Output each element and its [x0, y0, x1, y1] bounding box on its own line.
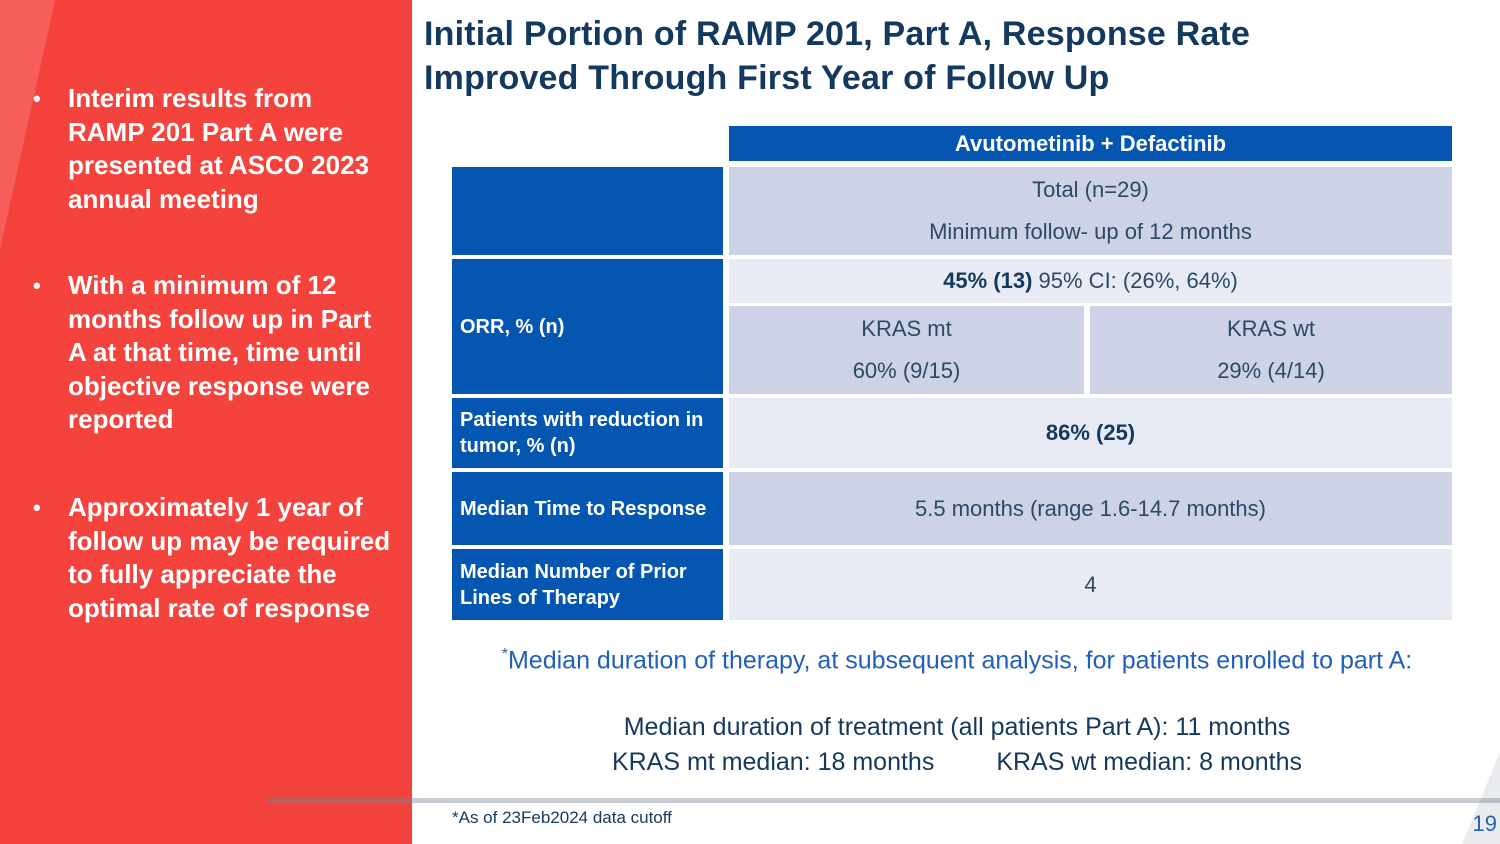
orr-total-cell: 45% (13) 95% CI: (26%, 64%): [729, 259, 1452, 303]
duration-all-note: Median duration of treatment (all patien…: [623, 713, 1291, 741]
kras-mt-label: KRAS mt: [861, 316, 952, 341]
bullet-marker: •: [33, 273, 41, 298]
reduction-value: 86% (25): [1045, 420, 1136, 445]
prior-lines-value-cell: 4: [729, 549, 1452, 620]
table-empty-label-cell: [452, 167, 723, 255]
kras-median-notes: KRAS mt median: 18 months KRAS wt median…: [452, 748, 1462, 777]
bullet-item: • With a minimum of 12 months follow up …: [33, 269, 393, 437]
bullet-text: With a minimum of 12 months follow up in…: [68, 270, 372, 434]
slide-title-line2: Improved Through First Year of Follow Up: [424, 59, 1110, 97]
total-line2: Minimum follow- up of 12 months: [929, 219, 1252, 244]
orr-total-value: 45% (13): [943, 268, 1033, 293]
median-duration-note: *Median duration of therapy, at subseque…: [452, 646, 1462, 675]
row-label-prior-lines: Median Number of Prior Lines of Therapy: [452, 549, 723, 620]
kras-mt-median-note: KRAS mt median: 18 months: [611, 748, 935, 776]
results-table: Avutometinib + Defactinib Total (n=29) M…: [452, 126, 1452, 620]
data-cutoff-note: *As of 23Feb2024 data cutoff: [452, 808, 672, 827]
bullet-text: Interim results from RAMP 201 Part A wer…: [68, 83, 370, 214]
median-time-value-cell: 5.5 months (range 1.6-14.7 months): [729, 472, 1452, 545]
orr-total-ci: 95% CI: (26%, 64%): [1032, 268, 1238, 293]
total-line1: Total (n=29): [1032, 177, 1149, 202]
kras-wt-value: 29% (4/14): [1217, 358, 1325, 383]
kras-wt-cell: KRAS wt 29% (4/14): [1090, 306, 1452, 394]
kras-mt-value: 60% (9/15): [852, 358, 961, 383]
divider-line: [267, 798, 1500, 803]
slide-title-line1: Initial Portion of RAMP 201, Part A, Res…: [424, 15, 1251, 53]
bullet-text: Approximately 1 year of follow up may be…: [68, 492, 391, 623]
kras-wt-median-note: KRAS wt median: 8 months: [996, 748, 1303, 776]
total-cell: Total (n=29) Minimum follow- up of 12 mo…: [729, 167, 1452, 255]
bullet-marker: •: [33, 86, 41, 111]
row-label-orr: ORR, % (n): [452, 259, 723, 394]
bullet-item: • Interim results from RAMP 201 Part A w…: [33, 82, 393, 216]
row-label-median-time: Median Time to Response: [452, 472, 723, 545]
footnote-asterisk: *: [501, 646, 508, 663]
reduction-value-cell: 86% (25): [729, 398, 1452, 468]
bullet-marker: •: [33, 495, 41, 520]
page-number: 19: [1472, 811, 1497, 836]
red-sidebar: • Interim results from RAMP 201 Part A w…: [0, 0, 412, 844]
slide-title: Initial Portion of RAMP 201, Part A, Res…: [424, 12, 1494, 100]
bullet-item: • Approximately 1 year of follow up may …: [33, 491, 393, 625]
kras-mt-cell: KRAS mt 60% (9/15): [729, 306, 1084, 394]
kras-wt-label: KRAS wt: [1226, 316, 1316, 341]
table-header-cell: Avutometinib + Defactinib: [729, 126, 1452, 161]
row-label-reduction: Patients with reduction in tumor, % (n): [452, 398, 723, 468]
median-duration-note-text: Median duration of therapy, at subsequen…: [507, 646, 1413, 675]
